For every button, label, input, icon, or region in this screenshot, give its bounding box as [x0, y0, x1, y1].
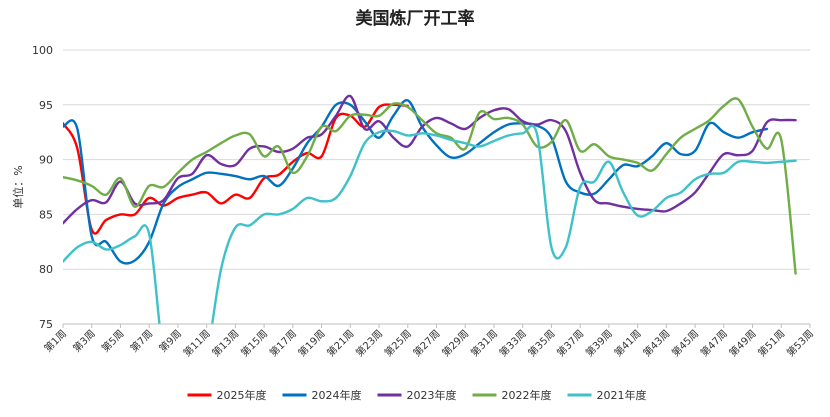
x-tick-label: 第19周 — [295, 327, 327, 359]
x-tick-label: 第9周 — [156, 327, 184, 355]
x-tick-label: 第47周 — [698, 327, 730, 359]
y-tick-label: 80 — [39, 263, 53, 276]
series-line-3 — [63, 94, 797, 225]
y-tick-label: 90 — [39, 154, 53, 167]
legend-label: 2025年度 — [217, 388, 267, 402]
legend-label: 2022年度 — [502, 388, 552, 402]
y-axis-label: 单位：% — [11, 165, 25, 208]
legend-item: 2022年度 — [472, 388, 552, 402]
legend-label: 2023年度 — [407, 388, 457, 402]
x-tick-label: 第1周 — [41, 327, 69, 355]
legend-item: 2023年度 — [377, 388, 457, 402]
legend-item: 2025年度 — [187, 388, 267, 402]
x-tick-label: 第7周 — [127, 327, 155, 355]
x-tick-label: 第51周 — [755, 327, 787, 359]
x-tick-label: 第5周 — [99, 327, 127, 355]
x-tick-label: 第29周 — [439, 327, 471, 359]
x-tick-label: 第31周 — [468, 327, 500, 359]
x-tick-label: 第33周 — [496, 327, 528, 359]
legend-item: 2021年度 — [567, 388, 647, 402]
x-tick-label: 第15周 — [238, 327, 270, 359]
legend: 2025年度 2024年度 2023年度 2022年度 2021年度 — [187, 388, 647, 402]
x-tick-label: 第3周 — [70, 327, 98, 355]
x-tick-label: 第37周 — [554, 327, 586, 359]
legend-label: 2021年度 — [597, 388, 647, 402]
x-tick-label: 第35周 — [525, 327, 557, 359]
x-tick-label: 第43周 — [640, 327, 672, 359]
series-line-5 — [63, 124, 797, 324]
x-tick-label: 第11周 — [180, 327, 212, 359]
series-lines — [63, 94, 797, 324]
x-tick-label: 第13周 — [209, 327, 241, 359]
axes: 75 80 85 90 95 100 第1周 第3周 第5周 第7周 第9周第11周第13周第15周… — [32, 44, 816, 359]
x-tick-label: 第49周 — [726, 327, 758, 359]
y-tick-label: 95 — [39, 99, 53, 112]
x-tick-label: 第25周 — [382, 327, 414, 359]
chart-title: 美国炼厂开工率 — [356, 8, 475, 29]
x-tick-label: 第27周 — [410, 327, 442, 359]
x-tick-label: 第21周 — [324, 327, 356, 359]
x-tick-label: 第17周 — [267, 327, 299, 359]
legend-label: 2024年度 — [312, 388, 362, 402]
x-tick-label: 第39周 — [583, 327, 615, 359]
grid — [63, 49, 810, 325]
y-tick-label: 85 — [39, 208, 53, 221]
series-line-4 — [63, 97, 797, 275]
legend-item: 2024年度 — [282, 388, 362, 402]
x-tick-label: 第23周 — [353, 327, 385, 359]
series-line-2 — [63, 99, 769, 265]
y-tick-label: 100 — [32, 44, 53, 57]
y-tick-label: 75 — [39, 318, 53, 331]
x-tick-label: 第45周 — [669, 327, 701, 359]
x-tick-label: 第53周 — [784, 327, 816, 359]
x-tick-label: 第41周 — [611, 327, 643, 359]
